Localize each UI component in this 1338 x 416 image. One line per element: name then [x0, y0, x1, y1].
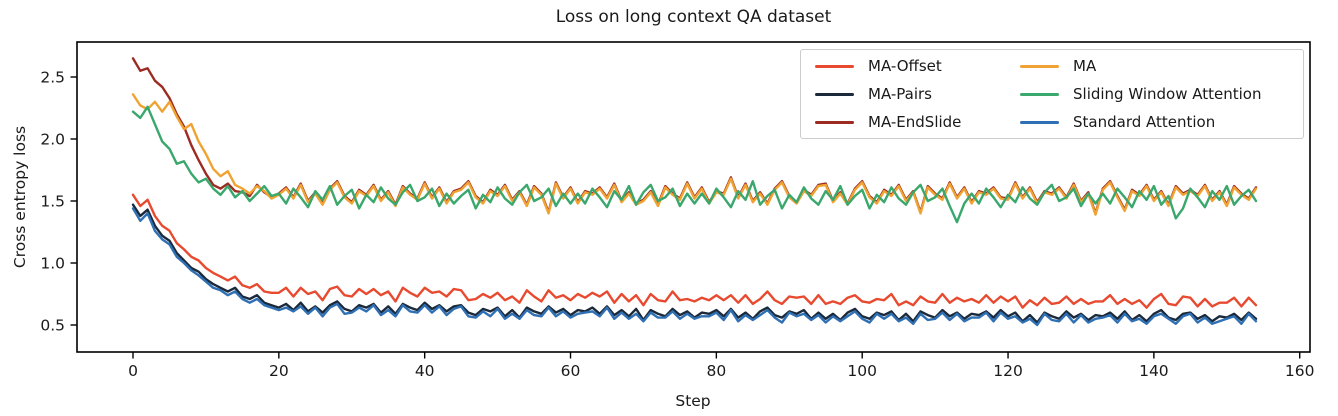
y-tick-label: 1.0	[40, 255, 65, 273]
legend-item-sliding-window-attention: Sliding Window Attention	[1014, 80, 1295, 108]
legend-swatch-sliding-window-attention	[1020, 92, 1059, 96]
legend-item-ma-offset: MA-Offset	[809, 52, 1014, 80]
chart-title: Loss on long context QA dataset	[555, 7, 832, 27]
legend-swatch-ma	[1020, 64, 1059, 68]
legend-label: Sliding Window Attention	[1073, 85, 1262, 103]
x-tick-label: 80	[706, 362, 726, 380]
legend-label: MA-Pairs	[868, 85, 932, 103]
legend-label: MA-EndSlide	[868, 113, 962, 131]
legend-swatch-ma-offset	[815, 64, 854, 68]
legend-swatch-ma-endslide	[815, 120, 854, 124]
x-tick-label: 40	[415, 362, 435, 380]
legend-label: Standard Attention	[1073, 113, 1216, 131]
legend-item-ma: MA	[1014, 52, 1295, 80]
x-tick-label: 120	[993, 362, 1023, 380]
y-axis-label: Cross entropy loss	[11, 125, 29, 269]
legend-swatch-standard-attention	[1020, 120, 1059, 124]
legend-swatch-ma-pairs	[815, 92, 854, 96]
x-tick-label: 60	[561, 362, 581, 380]
legend-item-standard-attention: Standard Attention	[1014, 108, 1295, 136]
legend-item-ma-pairs: MA-Pairs	[809, 80, 1014, 108]
x-tick-label: 160	[1285, 362, 1315, 380]
legend-item-ma-endslide: MA-EndSlide	[809, 108, 1014, 136]
x-tick-label: 0	[128, 362, 138, 380]
series-line-ma-offset	[131, 193, 1258, 309]
series-line-sliding-window-attention	[131, 105, 1258, 224]
legend: MA-Offset MA-Pairs MA-EndSlide MA Slidin…	[800, 49, 1304, 139]
legend-label: MA	[1073, 57, 1097, 75]
y-tick-label: 0.5	[40, 317, 65, 335]
y-tick-label: 2.0	[40, 131, 65, 149]
legend-label: MA-Offset	[868, 57, 942, 75]
y-tick-label: 2.5	[40, 69, 65, 87]
series-line-standard-attention	[131, 207, 1258, 327]
axes-border	[76, 41, 1311, 353]
x-tick-label: 100	[847, 362, 877, 380]
x-axis-label: Step	[675, 392, 711, 410]
x-tick-label: 20	[269, 362, 289, 380]
x-tick-label: 140	[1139, 362, 1169, 380]
y-tick-label: 1.5	[40, 193, 65, 211]
